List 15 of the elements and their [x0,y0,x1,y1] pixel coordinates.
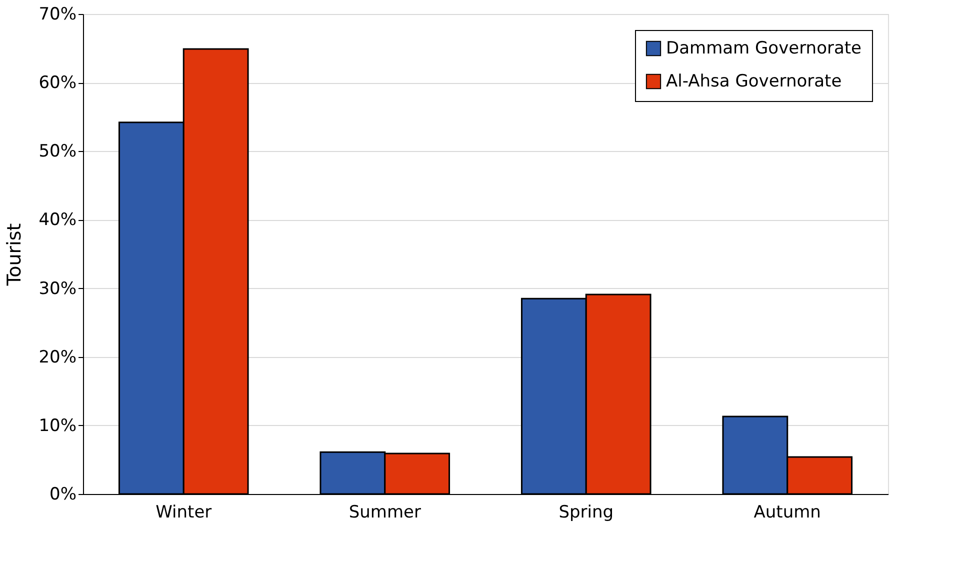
x-tick-label: Summer [348,502,421,522]
y-tick-label: 40% [38,210,76,230]
y-tick-label: 0% [50,484,76,504]
y-tick-label: 30% [38,278,76,299]
y-tick-label: 70% [38,4,76,24]
y-tick-label: 20% [38,347,76,368]
y-tick-label: 60% [38,73,76,94]
y-tick-label: 10% [38,416,76,436]
y-tick-label: 50% [38,142,76,162]
legend-label: Al-Ahsa Governorate [666,72,842,92]
legend-label: Dammam Governorate [666,38,862,58]
y-axis-title: Tourist [4,223,26,287]
x-tick-label: Winter [156,502,212,522]
x-tick-label: Spring [558,502,614,522]
x-tick-label: Autumn [754,502,821,522]
